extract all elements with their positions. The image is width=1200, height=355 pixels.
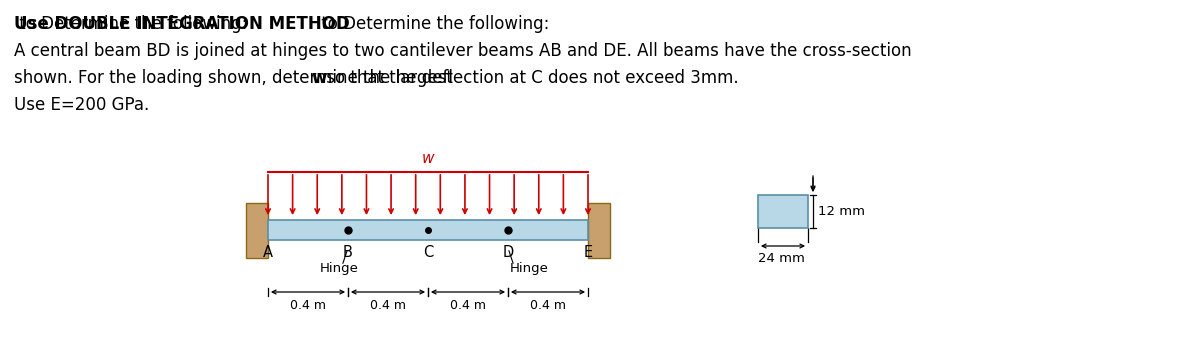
Text: B: B <box>343 245 353 260</box>
Text: 0.4 m: 0.4 m <box>450 299 486 312</box>
Text: to Determine the following:: to Determine the following: <box>14 15 247 33</box>
Text: 24 mm: 24 mm <box>758 252 805 265</box>
Text: A central beam BD is joined at hinges to two cantilever beams AB and DE. All bea: A central beam BD is joined at hinges to… <box>14 42 912 60</box>
Text: E: E <box>583 245 593 260</box>
Text: Use E=200 GPa.: Use E=200 GPa. <box>14 96 149 114</box>
Text: C: C <box>422 245 433 260</box>
Text: 0.4 m: 0.4 m <box>530 299 566 312</box>
Text: 12 mm: 12 mm <box>818 205 865 218</box>
Bar <box>268 220 588 240</box>
Text: to Determine the following:: to Determine the following: <box>316 15 550 33</box>
Text: 0.4 m: 0.4 m <box>290 299 326 312</box>
Bar <box>588 202 610 257</box>
Text: Use DOUBLE INTEGRATION METHOD: Use DOUBLE INTEGRATION METHOD <box>14 15 349 33</box>
Text: so that the deflection at C does not exceed 3mm.: so that the deflection at C does not exc… <box>322 69 739 87</box>
Text: 0.4 m: 0.4 m <box>370 299 406 312</box>
Bar <box>758 195 808 228</box>
Text: A: A <box>263 245 274 260</box>
Text: Hinge: Hinge <box>510 262 548 275</box>
Text: w: w <box>311 69 326 87</box>
Bar <box>246 202 268 257</box>
Text: D: D <box>503 245 514 260</box>
Text: shown. For the loading shown, determine the largest: shown. For the loading shown, determine … <box>14 69 458 87</box>
Text: w: w <box>421 151 434 166</box>
Text: Hinge: Hinge <box>320 262 359 275</box>
